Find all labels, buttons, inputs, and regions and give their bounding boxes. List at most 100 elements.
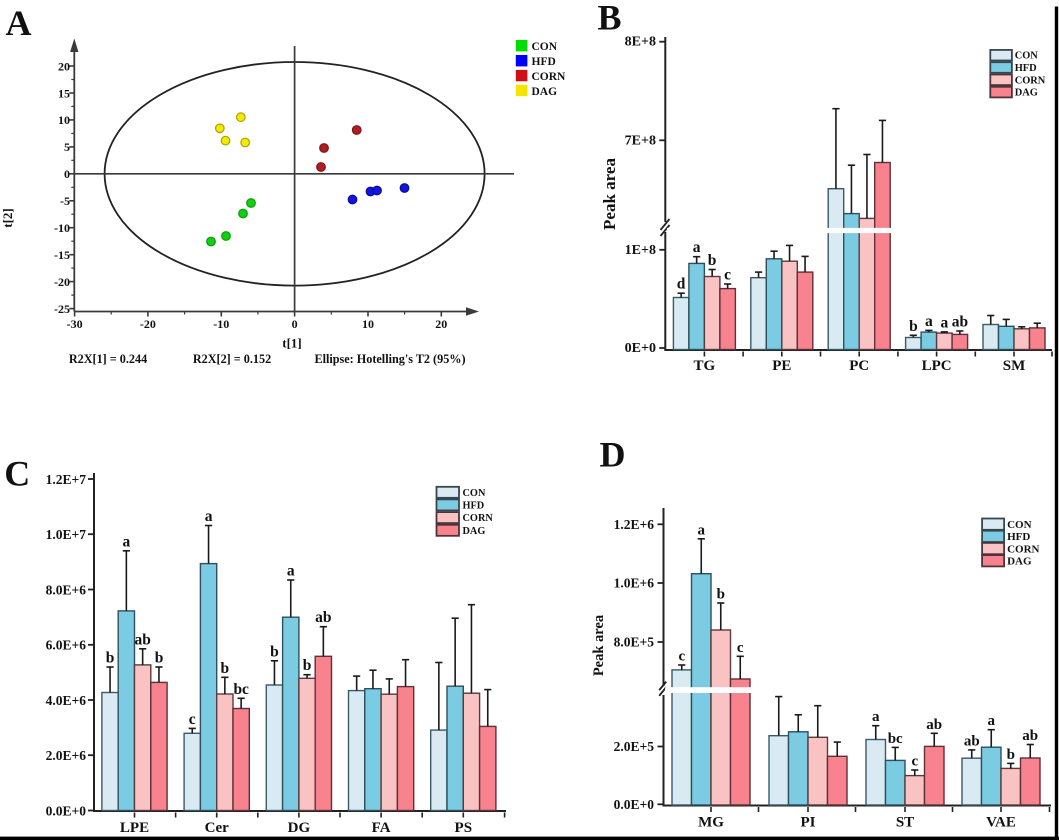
svg-text:-30: -30: [67, 317, 83, 331]
svg-text:20: 20: [58, 59, 70, 73]
svg-text:LPC: LPC: [922, 358, 952, 374]
svg-text:4.0E+6: 4.0E+6: [46, 693, 87, 708]
svg-text:1E+8: 1E+8: [625, 243, 656, 258]
svg-text:C: C: [4, 454, 30, 494]
svg-text:R2X[1] = 0.244: R2X[1] = 0.244: [69, 352, 147, 366]
svg-text:-25: -25: [54, 302, 70, 316]
svg-text:a: a: [205, 508, 213, 525]
svg-text:HFD: HFD: [463, 501, 485, 512]
svg-text:1.0E+7: 1.0E+7: [46, 527, 87, 542]
svg-text:a: a: [697, 522, 705, 538]
svg-text:-20: -20: [54, 275, 70, 289]
svg-text:b: b: [303, 657, 312, 674]
svg-text:-20: -20: [140, 317, 156, 331]
svg-text:d: d: [677, 276, 686, 293]
svg-text:t[2]: t[2]: [0, 208, 15, 228]
svg-text:1.0E+6: 1.0E+6: [614, 576, 655, 591]
svg-text:ab: ab: [964, 733, 980, 749]
svg-text:DG: DG: [288, 820, 311, 836]
svg-text:c: c: [911, 754, 918, 770]
svg-text:DAG: DAG: [1007, 556, 1032, 568]
svg-text:DAG: DAG: [532, 86, 558, 98]
svg-text:HFD: HFD: [532, 56, 556, 68]
svg-text:b: b: [1007, 747, 1015, 763]
svg-text:FA: FA: [372, 820, 391, 836]
svg-text:-10: -10: [213, 317, 229, 331]
svg-text:CORN: CORN: [1007, 543, 1039, 555]
svg-text:Peak area: Peak area: [591, 614, 607, 676]
svg-text:Peak area: Peak area: [600, 158, 619, 230]
svg-text:1.2E+7: 1.2E+7: [46, 472, 87, 487]
svg-text:c: c: [678, 649, 685, 665]
svg-text:CON: CON: [463, 488, 486, 499]
svg-text:c: c: [189, 711, 196, 728]
svg-text:a: a: [872, 709, 880, 725]
svg-text:b: b: [106, 650, 115, 667]
svg-text:PE: PE: [772, 358, 791, 374]
svg-text:ab: ab: [952, 314, 968, 331]
svg-text:DAG: DAG: [1015, 88, 1038, 99]
svg-text:2.0E+6: 2.0E+6: [46, 748, 87, 763]
svg-text:CON: CON: [532, 41, 558, 53]
svg-text:0: 0: [64, 167, 70, 181]
svg-text:0.0E+0: 0.0E+0: [614, 797, 655, 812]
svg-text:B: B: [598, 0, 622, 38]
svg-text:PC: PC: [849, 358, 869, 374]
svg-text:b: b: [155, 650, 164, 667]
svg-text:t[1]: t[1]: [282, 336, 302, 351]
svg-text:b: b: [270, 643, 279, 660]
svg-text:a: a: [941, 314, 949, 331]
svg-text:2.0E+5: 2.0E+5: [614, 739, 655, 754]
svg-text:8E+8: 8E+8: [625, 35, 656, 50]
svg-text:-10: -10: [54, 221, 70, 235]
svg-text:a: a: [123, 533, 131, 550]
svg-text:10: 10: [58, 113, 70, 127]
svg-text:LPE: LPE: [120, 820, 149, 836]
svg-text:A: A: [6, 3, 32, 43]
svg-text:TG: TG: [694, 358, 716, 374]
svg-text:PI: PI: [801, 815, 816, 831]
svg-text:b: b: [220, 660, 229, 677]
svg-text:CON: CON: [1007, 519, 1032, 531]
svg-text:MG: MG: [698, 815, 724, 831]
svg-text:R2X[2] = 0.152: R2X[2] = 0.152: [193, 352, 271, 366]
svg-text:7E+8: 7E+8: [625, 133, 656, 148]
svg-text:c: c: [737, 640, 744, 656]
svg-text:D: D: [600, 435, 626, 475]
svg-text:b: b: [708, 252, 717, 269]
svg-text:0: 0: [292, 317, 298, 331]
svg-text:CORN: CORN: [1015, 75, 1046, 86]
svg-text:b: b: [909, 318, 918, 335]
svg-text:SM: SM: [1003, 358, 1026, 374]
svg-text:c: c: [724, 267, 731, 284]
svg-text:6.0E+6: 6.0E+6: [46, 638, 87, 653]
svg-text:15: 15: [58, 86, 70, 100]
svg-text:8.0E+6: 8.0E+6: [46, 582, 87, 597]
svg-text:ab: ab: [926, 717, 942, 733]
svg-text:0.0E+0: 0.0E+0: [46, 803, 87, 818]
svg-text:Ellipse: Hotelling's T2 (95%): Ellipse: Hotelling's T2 (95%): [314, 352, 465, 366]
svg-text:bc: bc: [888, 731, 903, 747]
svg-text:a: a: [693, 239, 701, 256]
svg-text:10: 10: [362, 317, 374, 331]
svg-text:CORN: CORN: [532, 71, 567, 83]
svg-text:PS: PS: [455, 820, 473, 836]
svg-text:CON: CON: [1015, 51, 1039, 62]
svg-text:0E+0: 0E+0: [625, 341, 656, 356]
svg-text:-15: -15: [54, 248, 70, 262]
svg-text:ab: ab: [1022, 728, 1038, 744]
svg-text:Cer: Cer: [205, 820, 229, 836]
svg-text:HFD: HFD: [1015, 63, 1037, 74]
svg-text:-5: -5: [60, 194, 70, 208]
svg-text:b: b: [717, 587, 725, 603]
svg-text:8.0E+5: 8.0E+5: [614, 635, 655, 650]
svg-text:20: 20: [435, 317, 447, 331]
svg-text:a: a: [287, 563, 295, 580]
svg-text:ab: ab: [135, 631, 151, 648]
svg-text:VAE: VAE: [986, 815, 1016, 831]
svg-text:ST: ST: [896, 815, 914, 831]
svg-text:bc: bc: [233, 681, 249, 698]
svg-text:5: 5: [64, 140, 70, 154]
svg-text:ab: ab: [315, 609, 331, 626]
svg-text:DAG: DAG: [463, 526, 486, 537]
